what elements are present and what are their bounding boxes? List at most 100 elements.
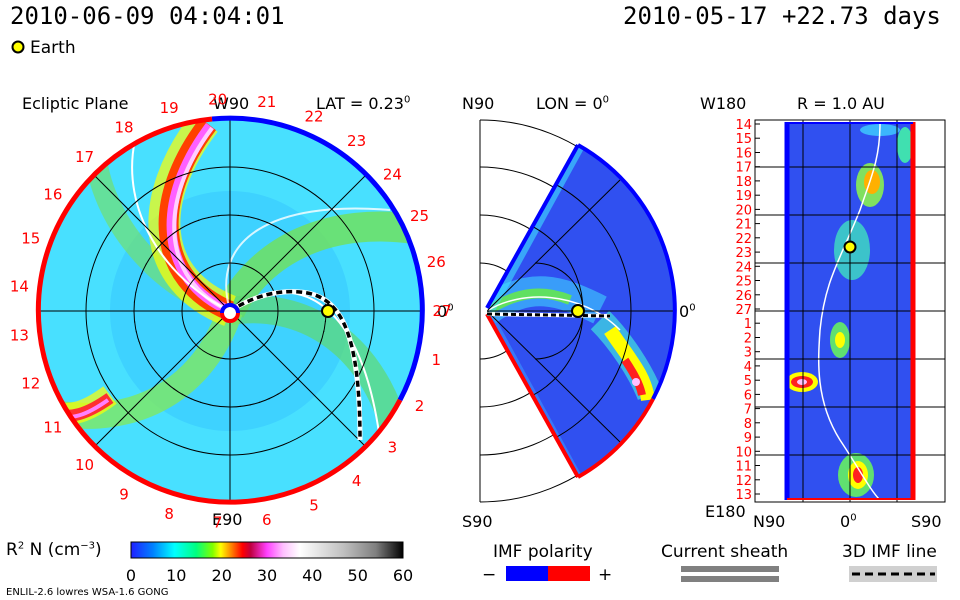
colorbar-tick: 0 <box>126 566 136 585</box>
current-sheath-swatch-2 <box>681 576 779 582</box>
radial-y-tick: 7 <box>744 403 752 418</box>
sector-number: 18 <box>114 118 133 136</box>
meridional-top-label: N90 <box>462 94 495 113</box>
sector-number: 27 <box>432 302 451 320</box>
ecliptic-bottom-label: E90 <box>212 510 243 529</box>
radial-y-tick: 8 <box>744 417 752 432</box>
sector-number: 17 <box>75 148 94 166</box>
radial-y-tick: 4 <box>744 360 752 375</box>
radial-y-tick: 19 <box>735 189 752 204</box>
radial-y-tick: 27 <box>735 303 752 318</box>
radial-title: R = 1.0 AU <box>797 94 885 113</box>
earth-marker-meridional <box>571 304 585 318</box>
sector-number: 1 <box>432 351 442 369</box>
imf-minus: − <box>482 565 497 585</box>
radial-y-tick: 9 <box>744 431 752 446</box>
radial-y-tick: 23 <box>735 246 752 261</box>
sector-number: 26 <box>427 253 446 271</box>
model-footer: ENLIL-2.6 lowres WSA-1.6 GONG <box>6 587 169 598</box>
radial-y-tick: 20 <box>735 203 752 218</box>
sector-number: 7 <box>213 514 223 532</box>
radial-bottom-left: E180 <box>705 502 746 521</box>
current-sheath-label: Current sheath <box>661 542 789 562</box>
sector-number: 3 <box>388 438 398 456</box>
sector-number: 5 <box>309 497 319 515</box>
sector-number: 15 <box>21 230 40 248</box>
meridional-right-label: 00 <box>679 302 696 321</box>
sector-number: 9 <box>119 486 129 504</box>
ecliptic-title: Ecliptic Plane <box>22 94 129 113</box>
radial-y-tick: 18 <box>735 175 752 190</box>
current-sheath-swatch-1 <box>681 566 779 572</box>
colorbar-tick: 30 <box>257 566 277 585</box>
imf-positive-swatch <box>548 566 590 581</box>
radial-xtick-0: 00 <box>840 512 857 531</box>
sector-number: 14 <box>10 277 29 295</box>
sector-number: 10 <box>75 456 94 474</box>
radial-y-tick: 12 <box>735 474 752 489</box>
lon-label: LON = 00 <box>536 94 610 113</box>
sector-number: 12 <box>21 375 40 393</box>
sector-number: 23 <box>347 132 366 150</box>
imf-negative-swatch <box>506 566 548 581</box>
meridional-bottom-label: S90 <box>462 512 493 531</box>
imf-polarity-label: IMF polarity <box>493 542 593 562</box>
radial-panel: 1415161718192021222324252627123456789101… <box>735 118 946 503</box>
colorbar-tick: 50 <box>348 566 368 585</box>
colorbar: 0 10 20 30 40 50 60 <box>126 541 413 585</box>
radial-y-tick: 2 <box>744 332 752 347</box>
ecliptic-right-label: 00 <box>437 302 454 321</box>
radial-y-tick: 13 <box>735 488 752 503</box>
radial-y-tick: 3 <box>744 346 752 361</box>
radial-y-ticks: 1415161718192021222324252627123456789101… <box>735 118 760 503</box>
sector-number: 4 <box>352 472 362 490</box>
sector-number: 20 <box>208 90 227 108</box>
radial-y-tick: 1 <box>744 317 752 332</box>
earth-marker-ecliptic <box>321 304 335 318</box>
sector-number: 2 <box>415 397 425 415</box>
radial-xtick-n90: N90 <box>753 512 786 531</box>
radial-y-tick: 10 <box>735 445 752 460</box>
sector-number: 16 <box>43 186 62 204</box>
radial-y-tick: 15 <box>735 132 752 147</box>
sector-number: 8 <box>164 505 174 523</box>
radial-xtick-s90: S90 <box>911 512 942 531</box>
radial-y-tick: 17 <box>735 161 752 176</box>
timestamp: 2010-06-09 04:04:01 <box>10 2 285 30</box>
radial-y-tick: 16 <box>735 147 752 162</box>
colorbar-tick: 20 <box>212 566 232 585</box>
radial-y-tick: 11 <box>735 460 752 475</box>
radial-y-tick: 24 <box>735 260 752 275</box>
reference-date: 2010-05-17 +22.73 days <box>623 2 941 30</box>
earth-legend-icon <box>11 40 25 54</box>
radial-y-tick: 21 <box>735 218 752 233</box>
radial-y-tick: 26 <box>735 289 752 304</box>
ecliptic-plane-panel <box>35 115 425 505</box>
sector-number: 6 <box>262 511 272 529</box>
sector-number: 22 <box>304 107 323 125</box>
earth-legend-label: Earth <box>30 38 76 58</box>
radial-y-tick: 14 <box>735 118 752 133</box>
colorbar-tick: 10 <box>166 566 186 585</box>
radial-y-tick: 22 <box>735 232 752 247</box>
imf-plus: + <box>598 565 613 585</box>
sector-number: 13 <box>10 327 29 345</box>
radial-y-tick: 5 <box>744 374 752 389</box>
earth-marker-radial <box>843 240 857 254</box>
sector-number: 11 <box>43 419 62 437</box>
colorbar-label: R2 N (cm−3) <box>6 540 102 560</box>
sector-number: 21 <box>257 93 276 111</box>
radial-top-left: W180 <box>700 94 747 113</box>
sector-number: 25 <box>410 207 429 225</box>
ecliptic-top-label: W90 <box>213 94 250 113</box>
radial-y-tick: 6 <box>744 388 752 403</box>
imf-line-label: 3D IMF line <box>842 542 937 562</box>
colorbar-tick: 60 <box>393 566 413 585</box>
sector-number: 19 <box>160 99 179 117</box>
radial-y-tick: 25 <box>735 275 752 290</box>
sector-number: 24 <box>383 166 402 184</box>
lat-label: LAT = 0.230 <box>316 94 411 113</box>
colorbar-tick: 40 <box>302 566 322 585</box>
